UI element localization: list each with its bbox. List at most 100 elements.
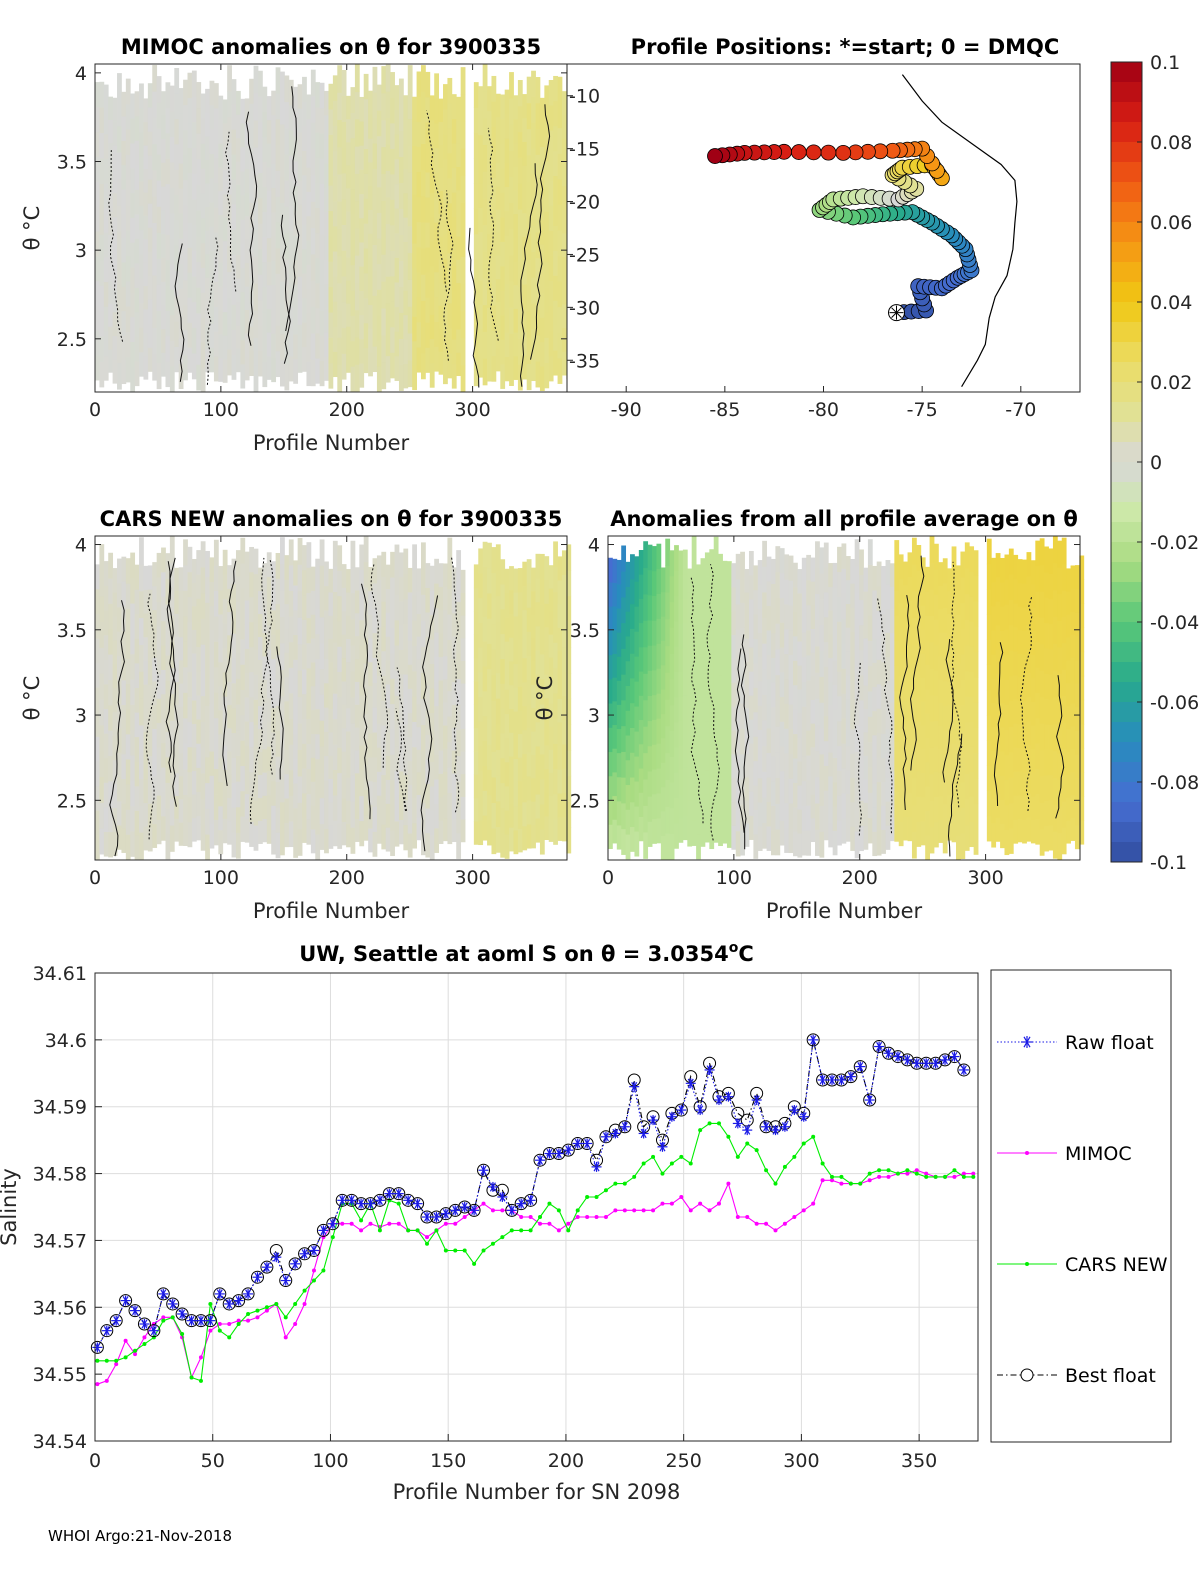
heatmap-cell [121, 286, 127, 312]
heatmap-cell [398, 156, 404, 183]
data-point [111, 1315, 122, 1326]
data-point [801, 1141, 806, 1146]
colorbar-swatch [1111, 642, 1142, 663]
heatmap-cell [95, 305, 100, 331]
heatmap-cell [1048, 598, 1054, 625]
heatmap-cell [482, 790, 488, 816]
heatmap-cell [1013, 626, 1019, 652]
heatmap-cell [744, 777, 750, 801]
data-point [195, 1315, 206, 1326]
heatmap-cell [95, 810, 100, 836]
heatmap-cell [553, 275, 558, 301]
heatmap-cell [665, 672, 671, 700]
heatmap-cell [178, 659, 184, 684]
heatmap-cell [456, 212, 462, 237]
heatmap-cell [956, 565, 961, 591]
heatmap-cell [275, 553, 281, 579]
heatmap-cell [293, 333, 299, 360]
heatmap-cell [235, 114, 241, 139]
heatmap-cell [495, 232, 501, 256]
heatmap-cell [544, 110, 550, 137]
heatmap-cell [451, 613, 457, 637]
heatmap-cell [544, 287, 550, 313]
heatmap-cell [726, 799, 732, 825]
x-axis-label: Profile Number [253, 899, 410, 923]
heatmap-cell [244, 575, 250, 601]
heatmap-cell [828, 728, 834, 753]
heatmap-cell [271, 90, 277, 116]
heatmap-cell [920, 773, 926, 798]
heatmap-cell [222, 769, 228, 795]
heatmap-cell [797, 833, 803, 858]
data-point [359, 1228, 364, 1233]
heatmap-cell [539, 317, 545, 343]
heatmap-cell [117, 607, 122, 632]
heatmap-cell [832, 562, 838, 588]
heatmap-cell [191, 747, 197, 772]
heatmap-cell [108, 96, 114, 121]
heatmap-cell [227, 297, 232, 324]
heatmap-cell [531, 70, 536, 97]
heatmap-cell [779, 721, 785, 747]
heatmap-cell [447, 327, 453, 354]
heatmap-cell [713, 740, 719, 767]
heatmap-cell [793, 660, 798, 686]
heatmap-cell [275, 144, 281, 171]
heatmap-cell [147, 636, 153, 662]
heatmap-cell [95, 662, 100, 688]
heatmap-cell [244, 333, 250, 357]
heatmap-cell [385, 64, 391, 92]
heatmap-cell [438, 190, 444, 214]
data-point [425, 1235, 430, 1240]
heatmap-cell [376, 186, 382, 213]
heatmap-cell [297, 324, 303, 349]
heatmap-cell [425, 197, 431, 223]
heatmap-cell [429, 835, 435, 860]
heatmap-cell [788, 704, 794, 730]
heatmap-cell [513, 166, 519, 191]
heatmap-cell [460, 751, 466, 775]
heatmap-cell [429, 761, 435, 787]
heatmap-cell [447, 614, 453, 641]
heatmap-cell [306, 361, 312, 387]
heatmap-cell [359, 266, 365, 291]
data-point [114, 1362, 119, 1367]
heatmap-cell [315, 232, 321, 259]
heatmap-cell [757, 584, 763, 609]
heatmap-cell [894, 816, 900, 842]
heatmap-cell [266, 625, 272, 650]
heatmap-cell [867, 564, 873, 591]
heatmap-cell [95, 181, 100, 207]
heatmap-cell [806, 655, 812, 681]
heatmap-cell [354, 772, 360, 797]
colorbar-swatch [1111, 662, 1142, 683]
heatmap-cell [429, 810, 435, 836]
heatmap-cell [911, 644, 917, 672]
heatmap-cell [169, 615, 175, 642]
heatmap-cell [438, 563, 444, 587]
heatmap-cell [244, 145, 250, 170]
heatmap-cell [169, 213, 175, 239]
data-point [651, 1208, 656, 1213]
heatmap-cell [1079, 651, 1085, 677]
heatmap-cell [178, 706, 184, 730]
heatmap-cell [222, 358, 228, 383]
heatmap-cell [112, 359, 118, 384]
heatmap-cell [1074, 730, 1080, 755]
heatmap-cell [625, 809, 631, 835]
heatmap-cell [412, 797, 417, 824]
heatmap-cell [850, 826, 856, 851]
heatmap-cell [205, 230, 210, 255]
heatmap-cell [517, 312, 523, 339]
heatmap-cell [889, 563, 895, 587]
heatmap-cell [398, 286, 404, 313]
heatmap-cell [482, 91, 488, 119]
heatmap-cell [200, 143, 206, 169]
heatmap-cell [257, 728, 263, 752]
heatmap-cell [385, 755, 391, 780]
heatmap-cell [656, 643, 662, 669]
heatmap-cell [793, 636, 798, 661]
heatmap-cell [845, 769, 851, 795]
legend-label: Raw float [1065, 1032, 1154, 1054]
heatmap-cell [394, 282, 400, 308]
